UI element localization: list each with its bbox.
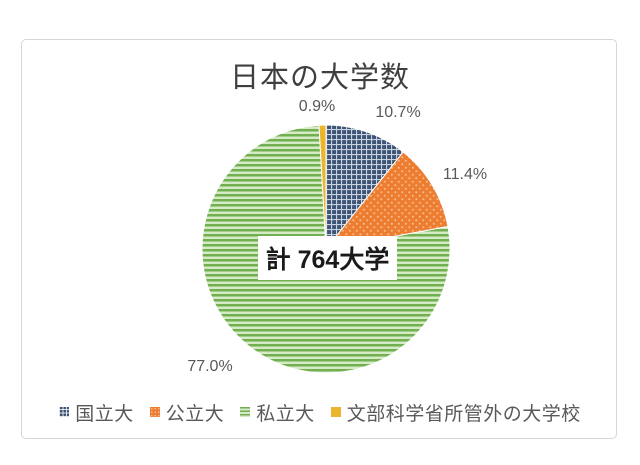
slice-label-national: 10.7% (375, 104, 421, 121)
legend-marker-public-dots-icon (149, 407, 160, 417)
legend-marker-non-mext-solid-icon (330, 407, 341, 417)
legend-item-non-mext: 文部科学省所管外の大学校 (330, 399, 581, 426)
legend-marker-national-grid-icon (59, 407, 70, 417)
slice-label-public: 11.4% (442, 166, 488, 183)
legend-marker-private-stripes-icon (240, 407, 251, 417)
chart-title: 日本の大学数 (229, 62, 410, 94)
legend-item-national: 国立大 (59, 399, 134, 426)
legend: 国立大 公立大 私立大 文部科学省所管外の大学校 (0, 398, 640, 426)
legend-label-non-mext: 文部科学省所管外の大学校 (346, 403, 581, 425)
pie-slice-3 (318, 124, 327, 250)
total-label-box: 計 764大学 (258, 236, 397, 280)
legend-label-private: 私立大 (256, 403, 315, 425)
legend-label-public: 公立大 (165, 403, 225, 425)
legend-item-private: 私立大 (240, 399, 315, 426)
total-label: 計 764大学 (265, 246, 390, 274)
slice-label-private: 77.0% (187, 358, 233, 375)
pie-slice-0 (325, 124, 404, 251)
legend-label-national: 国立大 (75, 403, 134, 425)
slice-label-non-mext: 0.9% (298, 98, 336, 115)
pie-slice-1 (324, 151, 449, 250)
legend-item-public: 公立大 (149, 399, 225, 426)
